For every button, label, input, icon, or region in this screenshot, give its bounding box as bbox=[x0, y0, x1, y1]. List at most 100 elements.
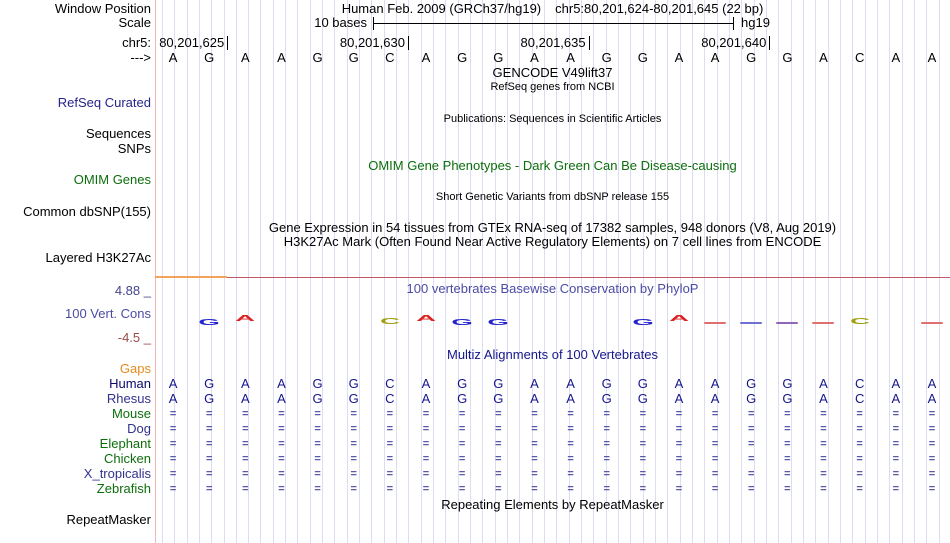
alignment-base-rhesus: A bbox=[530, 391, 539, 406]
alignment-identity-mark: = bbox=[242, 423, 249, 435]
left-label-refseq-curated[interactable]: RefSeq Curated bbox=[57, 95, 151, 110]
alignment-identity-mark: = bbox=[205, 423, 213, 435]
alignment-identity-mark: = bbox=[748, 483, 755, 495]
left-label-sequences[interactable]: Sequences bbox=[85, 126, 151, 141]
sequence-base: G bbox=[312, 50, 323, 65]
alignment-identity-mark: = bbox=[820, 438, 827, 450]
left-label-100-vert-cons[interactable]: 100 Vert. Cons bbox=[65, 306, 151, 321]
species-label-elephant[interactable]: Elephant bbox=[99, 436, 151, 451]
ruler-tick bbox=[227, 36, 229, 50]
alignment-identity-mark: = bbox=[856, 438, 863, 450]
alignment-identity-mark: = bbox=[458, 453, 466, 465]
alignment-identity-mark: = bbox=[422, 483, 430, 495]
alignment-identity-mark: = bbox=[350, 438, 357, 450]
alignment-identity-mark: = bbox=[892, 453, 899, 465]
alignment-identity-mark: = bbox=[495, 468, 502, 480]
gridline bbox=[667, 0, 669, 543]
gridline bbox=[396, 0, 398, 543]
alignment-identity-mark: = bbox=[531, 438, 538, 450]
gridline bbox=[346, 0, 348, 543]
alignment-identity-mark: = bbox=[567, 438, 574, 450]
alignment-identity-mark: = bbox=[386, 453, 394, 465]
alignment-identity-mark: = bbox=[892, 468, 899, 480]
track-message-gencode-v49lift37[interactable]: GENCODE V49lift37 bbox=[492, 65, 613, 80]
left-label-4-88: 4.88 _ bbox=[114, 283, 151, 298]
alignment-identity-mark: = bbox=[169, 438, 177, 450]
gridline bbox=[864, 0, 866, 543]
alignment-base-human: G bbox=[493, 376, 504, 391]
track-message-h3k27ac-mark-often-found-near-active-reg[interactable]: H3K27Ac Mark (Often Found Near Active Re… bbox=[283, 234, 822, 249]
alignment-identity-mark: = bbox=[495, 453, 502, 465]
species-label-zebrafish[interactable]: Zebrafish bbox=[96, 481, 151, 496]
track-message-100-vertebrates-basewise-conservation-by[interactable]: 100 vertebrates Basewise Conservation by… bbox=[406, 281, 699, 296]
alignment-base-rhesus: G bbox=[348, 391, 359, 406]
sequence-base: A bbox=[819, 50, 828, 65]
alignment-identity-mark: = bbox=[567, 423, 574, 435]
scale-value-label: 10 bases bbox=[314, 15, 367, 30]
alignment-identity-mark: = bbox=[784, 423, 791, 435]
alignment-identity-mark: = bbox=[711, 453, 719, 465]
alignment-identity-mark: = bbox=[603, 468, 610, 480]
left-label-common-dbsnp-155[interactable]: Common dbSNP(155) bbox=[23, 204, 151, 219]
gridline bbox=[248, 0, 250, 543]
gridline bbox=[433, 0, 435, 543]
alignment-identity-mark: = bbox=[711, 483, 719, 495]
alignment-base-rhesus: A bbox=[277, 391, 286, 406]
track-message-omim-gene-phenotypes-dark-green-can-be-d[interactable]: OMIM Gene Phenotypes - Dark Green Can Be… bbox=[368, 158, 737, 173]
alignment-identity-mark: = bbox=[711, 423, 719, 435]
track-left-border bbox=[155, 0, 156, 543]
gridline bbox=[815, 0, 817, 543]
alignment-base-rhesus: A bbox=[819, 391, 828, 406]
species-label-dog[interactable]: Dog bbox=[127, 421, 151, 436]
alignment-identity-mark: = bbox=[242, 438, 249, 450]
gridline bbox=[445, 0, 447, 543]
species-label-chicken[interactable]: Chicken bbox=[104, 451, 151, 466]
species-label-human[interactable]: Human bbox=[109, 376, 151, 391]
alignment-identity-mark: = bbox=[567, 453, 574, 465]
left-label-snps[interactable]: SNPs bbox=[117, 141, 151, 156]
gridline bbox=[704, 0, 706, 543]
gridline bbox=[322, 0, 324, 543]
track-message-multiz-alignments-of-100-vertebrates[interactable]: Multiz Alignments of 100 Vertebrates bbox=[446, 347, 658, 362]
alignment-identity-mark: = bbox=[314, 453, 321, 465]
sequence-base: C bbox=[854, 50, 865, 65]
gridline bbox=[692, 0, 693, 543]
alignment-identity-mark: = bbox=[242, 453, 249, 465]
alignment-base-human: G bbox=[312, 376, 323, 391]
track-message-short-genetic-variants-from-dbsnp-releas[interactable]: Short Genetic Variants from dbSNP releas… bbox=[435, 191, 670, 203]
track-message-repeating-elements-by-repeatmasker[interactable]: Repeating Elements by RepeatMasker bbox=[441, 497, 664, 512]
species-label-mouse[interactable]: Mouse bbox=[111, 406, 151, 421]
alignment-base-human: A bbox=[927, 376, 937, 391]
gridline bbox=[544, 0, 545, 543]
scale-bar-left-cap bbox=[373, 17, 374, 30]
sequence-base: A bbox=[168, 50, 178, 65]
sequence-base: G bbox=[746, 50, 757, 65]
left-label-repeatmasker[interactable]: RepeatMasker bbox=[66, 512, 151, 527]
track-message-gene-expression-in-54-tissues-from-gtex-[interactable]: Gene Expression in 54 tissues from GTEx … bbox=[268, 220, 837, 235]
alignment-identity-mark: = bbox=[531, 453, 538, 465]
left-label-layered-h3k27ac[interactable]: Layered H3K27Ac bbox=[45, 250, 151, 265]
species-label-gaps[interactable]: Gaps bbox=[119, 361, 151, 376]
alignment-base-human: C bbox=[385, 376, 395, 391]
alignment-identity-mark: = bbox=[784, 453, 791, 465]
alignment-identity-mark: = bbox=[205, 468, 213, 480]
species-label-x-tropicalis[interactable]: X_tropicalis bbox=[83, 466, 151, 481]
sequence-base: C bbox=[385, 50, 395, 65]
alignment-identity-mark: = bbox=[856, 423, 863, 435]
gridline bbox=[494, 0, 496, 543]
gridline bbox=[334, 0, 336, 543]
alignment-identity-mark: = bbox=[495, 408, 502, 420]
alignment-identity-mark: = bbox=[314, 408, 321, 420]
track-message-publications-sequences-in-scientific-art[interactable]: Publications: Sequences in Scientific Ar… bbox=[443, 113, 662, 125]
alignment-identity-mark: = bbox=[784, 438, 791, 450]
gridline bbox=[457, 0, 459, 543]
left-label-omim-genes[interactable]: OMIM Genes bbox=[73, 172, 151, 187]
left-label-chr5: chr5: bbox=[122, 35, 151, 50]
species-label-rhesus[interactable]: Rhesus bbox=[106, 391, 151, 406]
gridline bbox=[753, 0, 755, 543]
gridline bbox=[556, 0, 558, 543]
track-message-refseq-genes-from-ncbi[interactable]: RefSeq genes from NCBI bbox=[490, 81, 615, 93]
alignment-identity-mark: = bbox=[892, 408, 899, 420]
gridline bbox=[408, 0, 410, 543]
gridline bbox=[876, 0, 878, 543]
